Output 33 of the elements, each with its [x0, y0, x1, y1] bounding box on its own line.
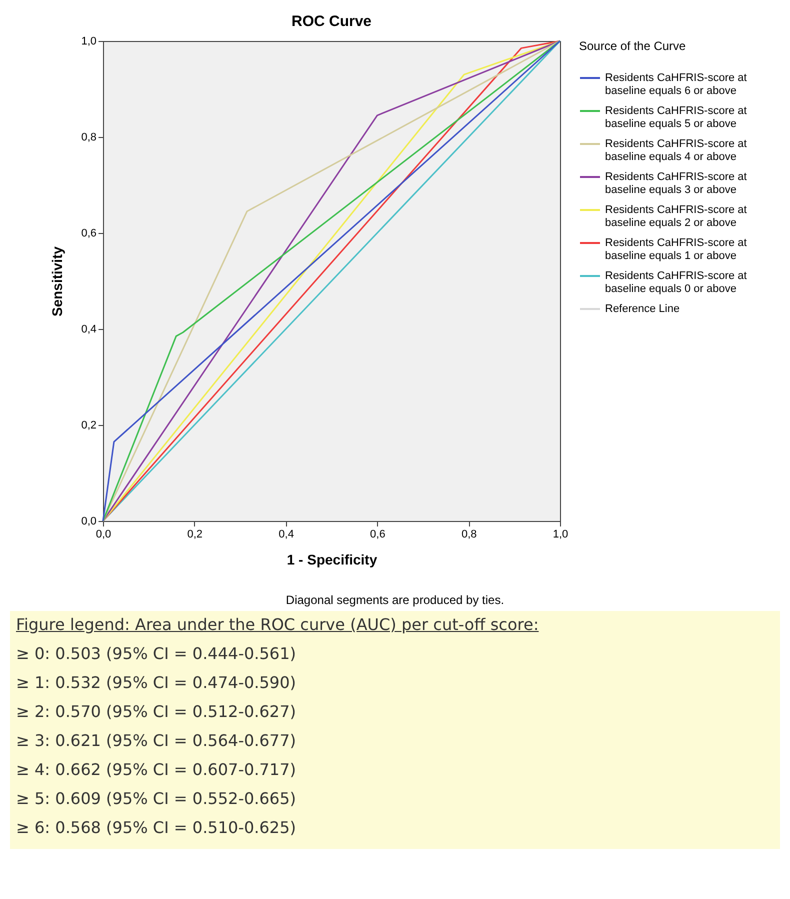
x-tick-label: 0,2 [187, 528, 203, 540]
x-tick-label: 0,0 [96, 528, 112, 540]
legend-label: Residents CaHFRIS-score at baseline equals 4 or above [605, 138, 747, 163]
text: ≥ 0: 0.503 (95% CI = 0.444-0.561) [16, 644, 298, 663]
y-tick-label: 0,6 [81, 228, 96, 240]
legend-label: Residents CaHFRIS-score at baseline equals 0 or above [605, 270, 747, 295]
text: ≥ 3: 0.621 (95% CI = 0.564-0.677) [16, 731, 298, 750]
legend-label: Residents CaHFRIS-score at baseline equals 6 or above [605, 72, 747, 97]
chart-title: ROC Curve [291, 13, 372, 30]
legend-title: Source of the Curve [579, 39, 686, 53]
x-tick-label: 0,8 [461, 528, 477, 540]
y-tick-label: 0,4 [81, 324, 96, 336]
text: ≥ 4: 0.662 (95% CI = 0.607-0.717) [16, 760, 298, 779]
text: ≥ 2: 0.570 (95% CI = 0.512-0.627) [16, 702, 298, 721]
text: ≥ 6: 0.568 (95% CI = 0.510-0.625) [16, 818, 298, 837]
legend-label: Reference Line [605, 303, 680, 315]
text: ≥ 5: 0.609 (95% CI = 0.552-0.665) [16, 789, 298, 808]
legend-label: Residents CaHFRIS-score at baseline equals 3 or above [605, 171, 747, 196]
text: Diagonal segments are produced by ties. [284, 593, 506, 607]
text: ≥ 1: 0.532 (95% CI = 0.474-0.590) [16, 673, 298, 692]
x-axis-title: 1 - Specificity [286, 552, 378, 568]
x-tick-label: 0,4 [278, 528, 294, 540]
x-tick-label: 1,0 [552, 528, 568, 540]
legend-label: Residents CaHFRIS-score at baseline equals 2 or above [605, 204, 747, 229]
text: Figure legend: Area under the ROC curve (AUC) per cut-off score: [16, 615, 540, 634]
legend-label: Residents CaHFRIS-score at baseline equals 1 or above [605, 237, 747, 262]
x-tick-label: 0,6 [370, 528, 386, 540]
y-tick-label: 0,0 [81, 516, 96, 528]
legend-label: Residents CaHFRIS-score at baseline equals 5 or above [605, 105, 747, 130]
y-tick-label: 0,2 [81, 420, 96, 432]
y-tick-label: 1,0 [81, 36, 96, 48]
y-tick-label: 0,8 [81, 132, 96, 144]
y-axis-title: Sensitivity [49, 246, 66, 317]
